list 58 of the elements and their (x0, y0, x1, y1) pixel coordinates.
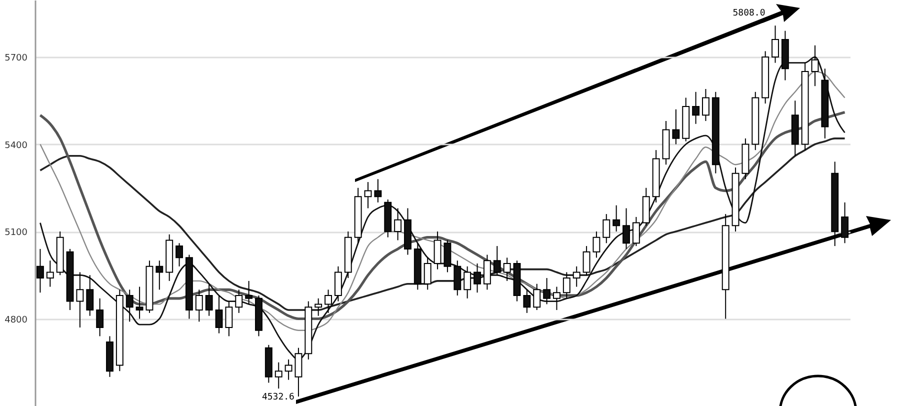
candlestick (811, 44, 819, 87)
candlestick (474, 262, 481, 294)
candlestick (394, 208, 402, 241)
candlestick (274, 362, 282, 390)
candlestick (592, 231, 600, 258)
candlestick (126, 289, 134, 322)
candlestick (434, 231, 442, 270)
candlestick (225, 300, 233, 337)
annotation: 4532.6 (262, 392, 294, 403)
y-tick-label: 5100 (4, 228, 28, 238)
candlestick (772, 25, 779, 64)
candlestick (533, 283, 541, 311)
candlestick (582, 246, 590, 276)
y-tick-label: 4800 (4, 315, 28, 326)
annotation: 5808.0 (732, 8, 766, 19)
candlestick (76, 272, 84, 328)
candlestick (464, 266, 472, 299)
candlestick (136, 286, 144, 320)
candlestick (195, 289, 203, 322)
y-tick-label: 5700 (4, 54, 28, 64)
candlestick (553, 286, 560, 311)
candlestick (572, 266, 580, 288)
candlestick (602, 214, 610, 244)
candlestick (284, 358, 292, 380)
candlestick (523, 289, 531, 314)
candlestick (374, 178, 382, 203)
candlestick (632, 216, 640, 247)
candlestick (235, 289, 243, 314)
candlestick (841, 202, 849, 244)
candlestick (543, 278, 551, 305)
candlestick (493, 246, 501, 276)
candlestick (364, 182, 372, 209)
y-tick-label: 5400 (4, 140, 28, 151)
candlestick (36, 248, 44, 294)
candlestick (245, 280, 253, 305)
line-series (39, 138, 846, 311)
candlestick (444, 240, 452, 273)
candlestick (424, 257, 432, 290)
candlestick (334, 266, 342, 302)
candlestick (314, 298, 322, 316)
candlestick (483, 254, 491, 290)
candlestick (156, 260, 164, 290)
candlestick (294, 347, 302, 398)
candlestick (503, 257, 511, 282)
candlestick (205, 283, 213, 316)
candlestick (324, 289, 332, 314)
candlestick (702, 88, 710, 122)
candlestick (454, 260, 462, 296)
candlestick (96, 298, 104, 337)
candlestick (692, 91, 700, 124)
candlestick (215, 294, 223, 334)
candlestick (612, 204, 620, 232)
candlestick (562, 272, 570, 299)
candlestick (622, 208, 630, 250)
candlestick (46, 260, 54, 288)
candlestick (86, 274, 94, 316)
candlestick (176, 242, 184, 267)
candlestick (672, 108, 680, 145)
